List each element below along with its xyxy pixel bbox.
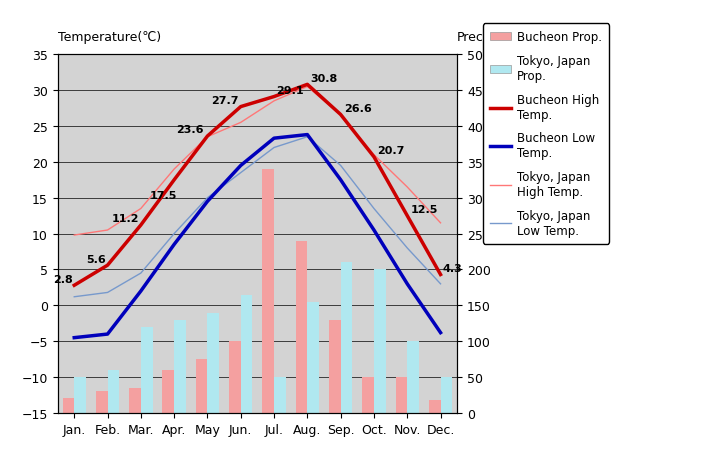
Bar — [163, 370, 174, 413]
Bar — [362, 377, 374, 413]
Bar — [196, 359, 207, 413]
Text: 20.7: 20.7 — [377, 146, 405, 156]
Bar — [74, 377, 86, 413]
Bar — [229, 341, 240, 413]
Text: Precipitation(mm): Precipitation(mm) — [457, 31, 570, 44]
Text: 30.8: 30.8 — [310, 73, 338, 84]
Bar — [307, 302, 319, 413]
Text: 2.8: 2.8 — [53, 274, 73, 284]
Bar — [341, 263, 352, 413]
Bar — [429, 400, 441, 413]
Bar — [329, 320, 341, 413]
Text: 29.1: 29.1 — [276, 86, 303, 96]
Bar — [63, 398, 74, 413]
Bar — [296, 241, 307, 413]
Bar — [262, 170, 274, 413]
Bar — [374, 270, 386, 413]
Text: 27.7: 27.7 — [212, 96, 239, 106]
Bar — [207, 313, 219, 413]
Legend: Bucheon Prop., Tokyo, Japan
Prop., Bucheon High
Temp., Bucheon Low
Temp., Tokyo,: Bucheon Prop., Tokyo, Japan Prop., Buche… — [482, 24, 609, 244]
Bar — [408, 341, 419, 413]
Text: 12.5: 12.5 — [410, 205, 438, 215]
Bar — [129, 388, 141, 413]
Text: Temperature(℃): Temperature(℃) — [58, 31, 161, 44]
Text: 5.6: 5.6 — [86, 254, 106, 264]
Bar — [141, 327, 153, 413]
Bar — [441, 377, 452, 413]
Bar — [174, 320, 186, 413]
Text: 4.3: 4.3 — [442, 263, 462, 273]
Bar — [107, 370, 120, 413]
Bar — [240, 295, 253, 413]
Text: 11.2: 11.2 — [112, 214, 139, 224]
Text: 26.6: 26.6 — [344, 104, 372, 114]
Bar — [395, 377, 408, 413]
Bar — [274, 377, 286, 413]
Bar — [96, 392, 107, 413]
Text: 23.6: 23.6 — [176, 125, 204, 135]
Text: 17.5: 17.5 — [150, 190, 177, 200]
